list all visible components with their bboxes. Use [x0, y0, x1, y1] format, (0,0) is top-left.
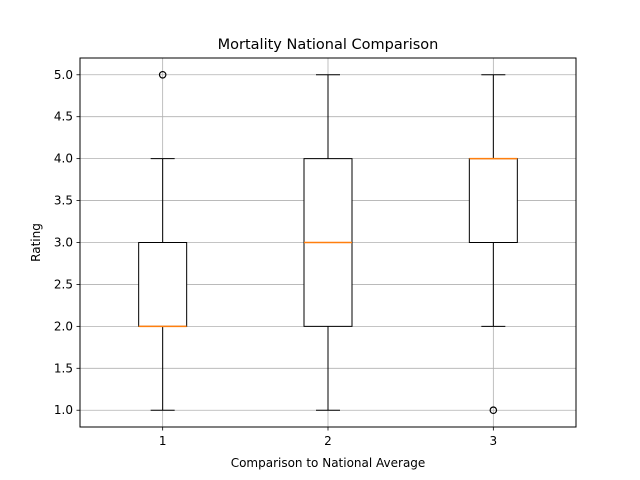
outlier-point: [489, 406, 498, 415]
y-tick-label: 1.5: [54, 361, 73, 375]
x-tick-label: 3: [490, 434, 498, 448]
y-tick-label: 4.0: [54, 152, 73, 166]
boxes: [138, 70, 518, 415]
y-tick-label: 5.0: [54, 68, 73, 82]
y-tick-label: 1.0: [54, 403, 73, 417]
box-2: [303, 74, 353, 411]
box-3: [468, 74, 518, 415]
box-1: [138, 70, 188, 411]
axis-ticks: 1.0 1.5 2.0 2.5 3.0 3.5 4.0 4.5 5.0 1 2 3: [54, 68, 497, 448]
y-tick-label: 2.0: [54, 319, 73, 333]
y-tick-label: 3.0: [54, 236, 73, 250]
y-tick-label: 2.5: [54, 277, 73, 291]
x-axis-label: Comparison to National Average: [231, 456, 426, 470]
x-tick-label: 1: [159, 434, 167, 448]
y-axis-label: Rating: [29, 223, 43, 262]
iqr-box: [468, 158, 518, 244]
iqr-box: [138, 242, 188, 327]
chart-title: Mortality National Comparison: [218, 37, 439, 53]
y-tick-label: 4.5: [54, 110, 73, 124]
outlier-point: [158, 70, 167, 79]
y-tick-label: 3.5: [54, 194, 73, 208]
x-tick-label: 2: [324, 434, 332, 448]
